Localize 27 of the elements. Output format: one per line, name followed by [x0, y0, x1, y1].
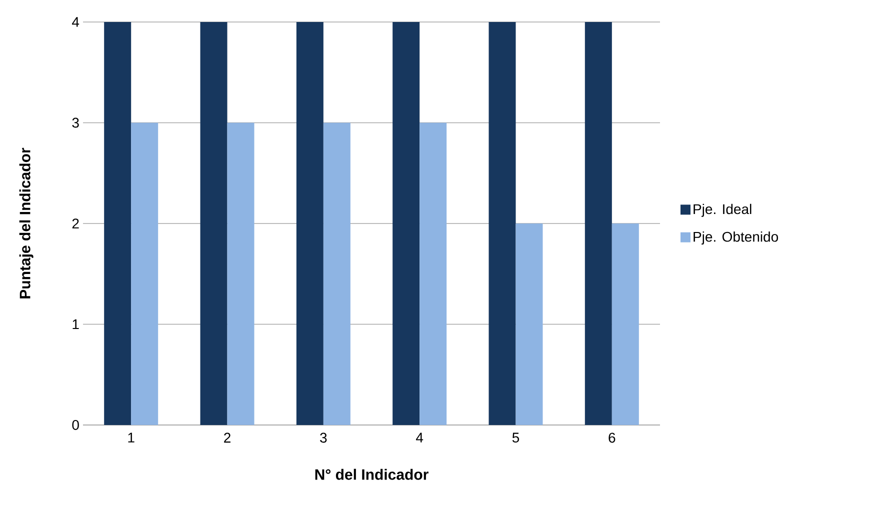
bar	[612, 223, 639, 425]
bar	[420, 122, 447, 425]
y-tick-label: 0	[72, 420, 79, 430]
y-tick-label: 4	[72, 17, 80, 27]
x-tick-label: 4	[416, 432, 424, 442]
bar	[131, 122, 158, 425]
y-tick-label: 3	[72, 118, 79, 128]
bar	[584, 22, 612, 425]
y-axis-title: Puntaje del Indicador	[19, 148, 34, 298]
y-tick-label: 2	[72, 218, 79, 228]
x-tick-label: 6	[608, 432, 616, 443]
legend-label: Pje. Ideal	[694, 204, 752, 217]
x-tick-label: 3	[320, 432, 327, 443]
x-axis-title: N° del Indicador	[315, 468, 428, 480]
bar	[392, 22, 420, 425]
x-tick-label: 2	[224, 432, 230, 443]
x-tick-label: 5	[512, 432, 520, 443]
bar	[296, 22, 324, 425]
bar	[323, 122, 350, 425]
x-tick-label: 1	[128, 432, 134, 442]
bar	[227, 122, 254, 425]
bar	[200, 22, 228, 425]
legend-label: Pje. Obtenido	[694, 231, 778, 245]
bar	[516, 223, 543, 425]
bar	[104, 22, 132, 425]
bar	[488, 22, 516, 425]
y-tick-label: 1	[72, 319, 79, 330]
